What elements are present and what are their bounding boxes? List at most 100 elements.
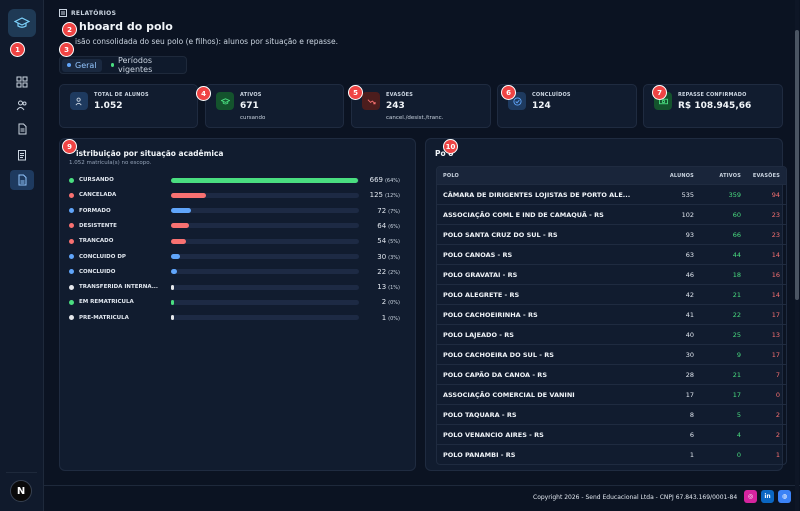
cell-polo: ASSOCIAÇÃO COMERCIAL DE VANINI bbox=[443, 390, 575, 399]
distribution-row: DESISTENTE 64 (6%) bbox=[69, 221, 409, 231]
distribution-row: CURSANDO 669 (64%) bbox=[69, 175, 409, 185]
status-value: 64 bbox=[377, 221, 387, 230]
cell-ativos: 359 bbox=[728, 190, 741, 199]
view-tabs: Geral Períodos vigentes bbox=[59, 56, 187, 74]
sidebar-item-documents[interactable] bbox=[10, 119, 34, 139]
report-icon bbox=[18, 174, 27, 186]
kpi-icon-box bbox=[70, 92, 88, 110]
status-label: CONCLUÍDO DP bbox=[79, 253, 126, 260]
app-logo[interactable] bbox=[8, 9, 36, 37]
table-row[interactable]: POLO PANAMBI - RS 1 0 1 bbox=[437, 444, 786, 464]
kpi-ativos: ATIVOS 671 cursando bbox=[205, 84, 344, 128]
cell-ativos: 21 bbox=[732, 370, 741, 379]
status-dot bbox=[69, 177, 74, 183]
cell-polo: CÂMARA DE DIRIGENTES LOJISTAS DE PORTO A… bbox=[443, 190, 631, 199]
progress-fill bbox=[171, 284, 174, 290]
cell-ativos: 18 bbox=[732, 270, 741, 279]
status-dot bbox=[69, 254, 74, 259]
cell-alunos: 46 bbox=[685, 270, 694, 279]
cell-alunos: 8 bbox=[689, 410, 694, 419]
table-row[interactable]: ASSOCIAÇÃO COMERCIAL DE VANINI 17 17 0 bbox=[437, 384, 786, 404]
distribution-row: CANCELADA 125 (12%) bbox=[69, 190, 409, 200]
column-header[interactable]: ATIVOS bbox=[719, 172, 741, 179]
table-row[interactable]: POLO SANTA CRUZ DO SUL - RS 93 66 23 bbox=[437, 224, 786, 244]
status-dot bbox=[69, 269, 74, 275]
column-header[interactable]: EVASÕES bbox=[752, 172, 780, 179]
status-value: 30 bbox=[377, 252, 387, 261]
tab-periodos-vigentes[interactable]: Períodos vigentes bbox=[106, 54, 184, 76]
cell-alunos: 42 bbox=[685, 290, 694, 299]
table-row[interactable]: ASSOCIAÇÃO COML E IND DE CAMAQUÃ - RS 102… bbox=[437, 204, 786, 224]
status-value: 125 bbox=[369, 191, 383, 200]
status-percent: (64%) bbox=[384, 178, 400, 184]
progress-track bbox=[171, 223, 359, 229]
status-percent: (7%) bbox=[388, 208, 400, 215]
progress-track bbox=[171, 254, 359, 259]
status-value: 13 bbox=[377, 283, 387, 292]
table-row[interactable]: POLO TAQUARA - RS 8 5 2 bbox=[437, 404, 786, 424]
table-row[interactable]: POLO CACHOEIRA DO SUL - RS 30 9 17 bbox=[437, 344, 786, 364]
annotation-marker: 7 bbox=[652, 85, 667, 100]
tab-dot bbox=[110, 63, 114, 67]
status-percent: (2%) bbox=[388, 269, 400, 276]
page-scrollbar[interactable] bbox=[795, 0, 799, 511]
annotation-marker: 6 bbox=[501, 85, 516, 100]
sidebar-item-records[interactable] bbox=[10, 145, 34, 165]
cell-polo: POLO CAPÃO DA CANOA - RS bbox=[443, 370, 547, 379]
report-icon bbox=[59, 9, 67, 17]
progress-track bbox=[171, 238, 359, 244]
kpi-total-alunos: TOTAL DE ALUNOS 1.052 bbox=[59, 84, 198, 128]
scrollbar-thumb[interactable] bbox=[795, 30, 799, 300]
table-row[interactable]: POLO CAPÃO DA CANOA - RS 28 21 7 bbox=[437, 364, 786, 384]
column-header[interactable]: POLO bbox=[443, 172, 459, 179]
progress-track bbox=[171, 315, 359, 321]
cell-ativos: 17 bbox=[732, 390, 741, 399]
kpi-subtext: cancel./desist./tranc. bbox=[386, 115, 444, 121]
table-row[interactable]: CÂMARA DE DIRIGENTES LOJISTAS DE PORTO A… bbox=[437, 184, 786, 204]
tab-geral[interactable]: Geral bbox=[62, 58, 102, 72]
cell-evasoes: 23 bbox=[771, 210, 780, 219]
status-label: FORMADO bbox=[79, 207, 111, 214]
globe-icon[interactable]: ◍ bbox=[778, 490, 791, 503]
status-count: 22 (2%) bbox=[377, 268, 400, 276]
cell-polo: POLO CANOAS - RS bbox=[443, 250, 513, 259]
status-count: 669 (64%) bbox=[370, 176, 400, 184]
table-row[interactable]: POLO CACHOEIRINHA - RS 41 22 17 bbox=[437, 304, 786, 324]
cell-polo: POLO LAJEADO - RS bbox=[443, 330, 514, 339]
kpi-value: 243 bbox=[386, 101, 405, 111]
cell-ativos: 44 bbox=[732, 250, 741, 259]
sidebar-item-reports[interactable] bbox=[10, 170, 34, 190]
status-dot bbox=[69, 299, 74, 305]
annotation-marker: 4 bbox=[196, 86, 211, 101]
linkedin-icon[interactable]: in bbox=[761, 490, 774, 503]
progress-track bbox=[171, 208, 359, 214]
sidebar-item-dashboard[interactable] bbox=[10, 72, 34, 92]
cell-polo: POLO GRAVATAI - RS bbox=[443, 270, 518, 279]
cell-polo: POLO TAQUARA - RS bbox=[443, 410, 517, 419]
table-row[interactable]: POLO CANOAS - RS 63 44 14 bbox=[437, 244, 786, 264]
cell-alunos: 28 bbox=[685, 370, 694, 379]
panel-title: istribuição por situação acadêmica bbox=[76, 149, 224, 158]
table-row[interactable]: POLO GRAVATAI - RS 46 18 16 bbox=[437, 264, 786, 284]
kpi-subtext: cursando bbox=[240, 115, 266, 121]
cell-alunos: 6 bbox=[689, 430, 694, 439]
instagram-icon[interactable]: ◎ bbox=[744, 490, 757, 503]
avatar[interactable]: N bbox=[10, 480, 32, 502]
status-dot bbox=[69, 315, 74, 321]
kpi-label: ATIVOS bbox=[240, 92, 262, 98]
kpi-label: TOTAL DE ALUNOS bbox=[94, 92, 149, 98]
cell-ativos: 5 bbox=[736, 410, 741, 419]
table-row[interactable]: POLO LAJEADO - RS 40 25 13 bbox=[437, 324, 786, 344]
cell-polo: POLO VENANCIO AIRES - RS bbox=[443, 430, 544, 439]
status-dot bbox=[69, 238, 74, 244]
column-header[interactable]: ALUNOS bbox=[669, 172, 694, 179]
distribution-row: CONCLUÍDO DP 30 (3%) bbox=[69, 252, 409, 262]
table-row[interactable]: POLO ALEGRETE - RS 42 21 14 bbox=[437, 284, 786, 304]
kpi-label: REPASSE CONFIRMADO bbox=[678, 92, 747, 98]
table-row[interactable]: POLO VENANCIO AIRES - RS 6 4 2 bbox=[437, 424, 786, 444]
status-value: 1 bbox=[381, 313, 387, 322]
status-dot bbox=[69, 284, 74, 290]
sidebar-item-users[interactable] bbox=[10, 95, 34, 115]
status-percent: (6%) bbox=[388, 223, 400, 230]
annotation-marker: 3 bbox=[59, 42, 74, 57]
